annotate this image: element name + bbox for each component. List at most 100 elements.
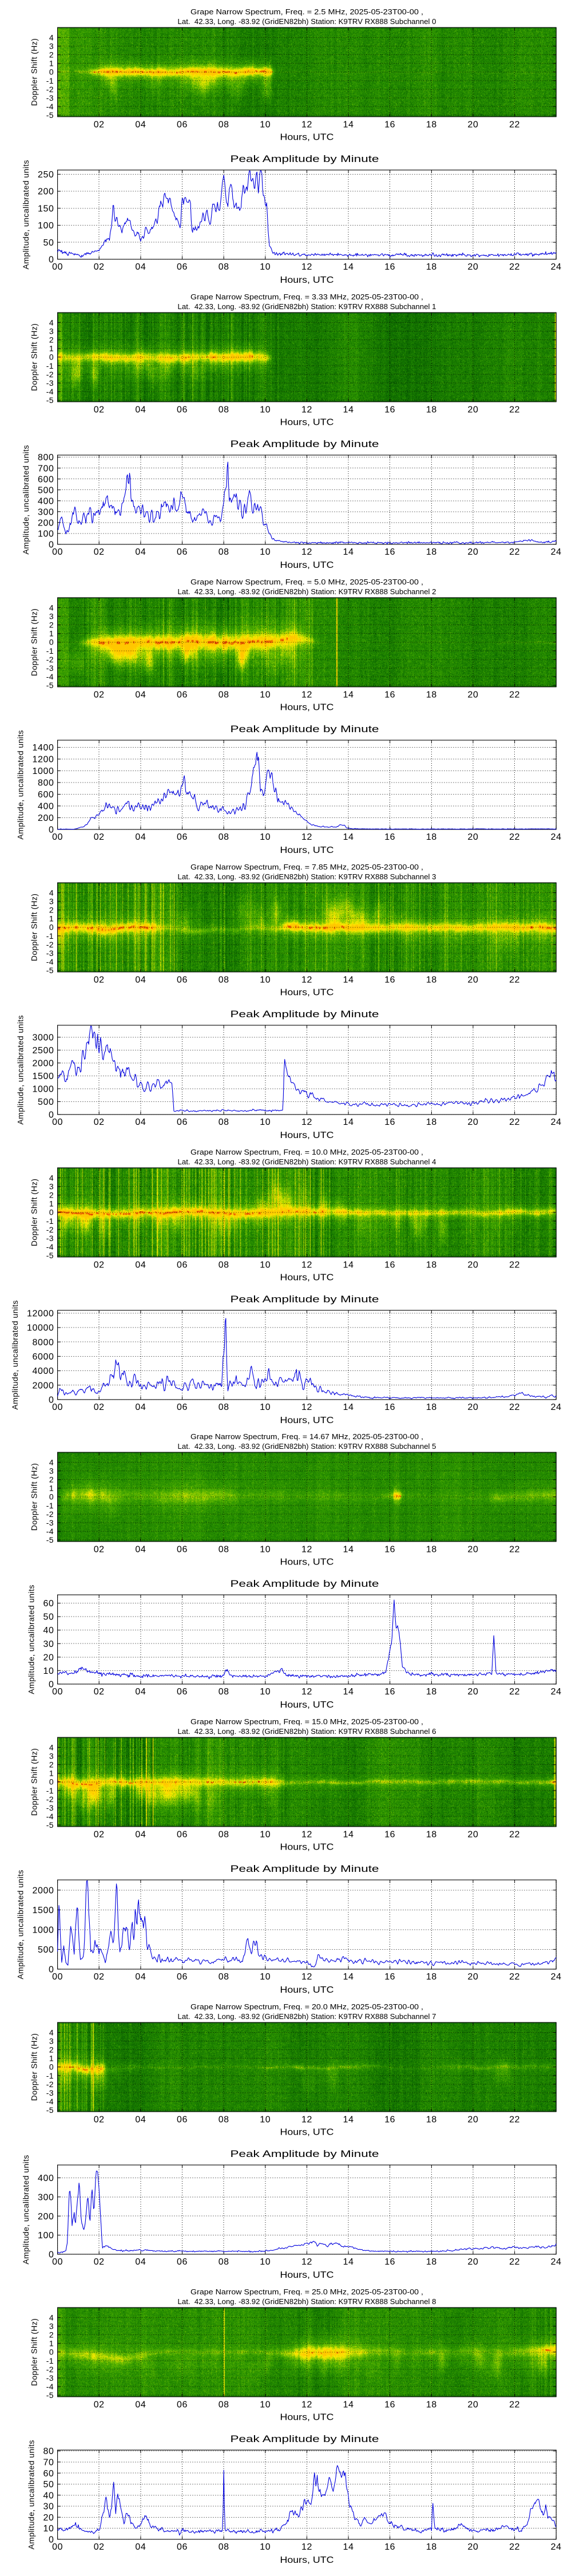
svg-text:4000: 4000 [33, 1366, 54, 1376]
svg-text:1: 1 [49, 2054, 54, 2063]
svg-text:12: 12 [301, 1830, 312, 1840]
svg-text:14: 14 [343, 2115, 354, 2124]
svg-text:6000: 6000 [33, 1352, 54, 1362]
svg-text:Amplitude, uncalibrated units: Amplitude, uncalibrated units [26, 2440, 35, 2549]
svg-text:1500: 1500 [33, 1072, 54, 1081]
svg-text:20: 20 [468, 2115, 479, 2124]
svg-text:-4: -4 [46, 387, 54, 396]
svg-text:0: 0 [49, 2348, 54, 2357]
svg-text:Peak Amplitude by Minute: Peak Amplitude by Minute [231, 1863, 379, 1874]
svg-text:20: 20 [468, 832, 479, 842]
svg-text:-5: -5 [46, 2105, 54, 2115]
svg-text:06: 06 [177, 2115, 188, 2124]
svg-text:08: 08 [219, 832, 229, 842]
svg-text:0: 0 [49, 2250, 54, 2260]
svg-text:1: 1 [49, 2339, 54, 2348]
svg-text:04: 04 [135, 2400, 146, 2409]
svg-text:16: 16 [384, 2257, 395, 2267]
svg-text:40: 40 [43, 2491, 54, 2500]
svg-text:1: 1 [49, 59, 54, 68]
svg-text:-1: -1 [46, 931, 54, 940]
svg-text:16: 16 [384, 547, 395, 557]
svg-text:08: 08 [219, 1687, 229, 1697]
svg-text:-3: -3 [46, 663, 54, 673]
svg-text:Doppler Shift (Hz): Doppler Shift (Hz) [30, 893, 39, 961]
svg-text:20: 20 [468, 1972, 479, 1982]
svg-text:08: 08 [219, 975, 229, 985]
svg-text:14: 14 [343, 2257, 354, 2267]
svg-text:10: 10 [260, 547, 271, 557]
svg-text:3: 3 [49, 1467, 54, 1476]
svg-text:12: 12 [301, 262, 312, 272]
svg-text:-2: -2 [46, 370, 54, 379]
svg-text:24: 24 [551, 2542, 562, 2552]
svg-text:Doppler Shift (Hz): Doppler Shift (Hz) [30, 323, 39, 391]
svg-text:30: 30 [43, 2502, 54, 2512]
svg-text:22: 22 [509, 1545, 520, 1555]
svg-text:-1: -1 [46, 1216, 54, 1225]
svg-text:18: 18 [426, 1260, 437, 1270]
svg-text:3: 3 [49, 1752, 54, 1761]
svg-text:20: 20 [468, 1545, 479, 1555]
svg-text:24: 24 [551, 1687, 562, 1697]
svg-text:0: 0 [49, 540, 54, 550]
svg-text:06: 06 [177, 1687, 188, 1697]
svg-text:20: 20 [43, 1653, 54, 1663]
svg-text:12: 12 [301, 1117, 312, 1127]
svg-text:02: 02 [94, 262, 105, 272]
svg-text:08: 08 [219, 2542, 229, 2552]
svg-text:2: 2 [49, 2330, 54, 2340]
svg-text:14: 14 [343, 1830, 354, 1840]
svg-text:04: 04 [135, 2115, 146, 2124]
svg-text:02: 02 [94, 1402, 105, 1412]
svg-text:22: 22 [509, 2115, 520, 2124]
svg-text:02: 02 [94, 2115, 105, 2124]
svg-text:16: 16 [384, 975, 395, 985]
svg-text:22: 22 [509, 262, 520, 272]
svg-text:Lat. 42.33, Long. -83.92 (Gri: Lat. 42.33, Long. -83.92 (GridEN82bh) St… [178, 17, 436, 26]
svg-text:2: 2 [49, 905, 54, 914]
svg-text:Lat. 42.33, Long. -83.92 (Gri: Lat. 42.33, Long. -83.92 (GridEN82bh) St… [178, 1442, 436, 1451]
svg-text:500: 500 [38, 485, 54, 495]
svg-text:Grape Narrow Spectrum, Freq. =: Grape Narrow Spectrum, Freq. = 10.0 MHz,… [190, 1148, 423, 1156]
svg-text:2: 2 [49, 50, 54, 60]
svg-text:08: 08 [219, 547, 229, 557]
svg-text:-3: -3 [46, 2373, 54, 2383]
svg-text:18: 18 [426, 832, 437, 842]
svg-text:08: 08 [219, 120, 229, 129]
svg-text:10: 10 [260, 2257, 271, 2267]
svg-text:16: 16 [384, 1402, 395, 1412]
svg-text:18: 18 [426, 1117, 437, 1127]
svg-text:Peak Amplitude by Minute: Peak Amplitude by Minute [231, 1009, 379, 1020]
svg-text:06: 06 [177, 1402, 188, 1412]
svg-text:Hours, UTC: Hours, UTC [280, 846, 334, 855]
svg-text:Hours, UTC: Hours, UTC [280, 133, 334, 143]
svg-text:-5: -5 [46, 681, 54, 690]
svg-text:400: 400 [38, 2174, 54, 2183]
svg-text:12: 12 [301, 1545, 312, 1555]
svg-text:-3: -3 [46, 949, 54, 958]
svg-text:12: 12 [301, 405, 312, 414]
svg-text:4: 4 [49, 33, 54, 42]
svg-text:06: 06 [177, 1260, 188, 1270]
svg-text:04: 04 [135, 1402, 146, 1412]
svg-text:Hours, UTC: Hours, UTC [280, 1558, 334, 1567]
svg-text:-1: -1 [46, 76, 54, 85]
svg-text:800: 800 [38, 778, 54, 788]
svg-text:20: 20 [468, 262, 479, 272]
svg-text:-5: -5 [46, 1251, 54, 1260]
svg-text:20: 20 [468, 547, 479, 557]
svg-text:14: 14 [343, 2542, 354, 2552]
svg-text:250: 250 [38, 170, 54, 180]
svg-text:Grape Narrow Spectrum, Freq. =: Grape Narrow Spectrum, Freq. = 25.0 MHz,… [190, 2287, 423, 2296]
svg-text:Grape Narrow Spectrum, Freq. =: Grape Narrow Spectrum, Freq. = 5.0 MHz, … [190, 578, 423, 586]
svg-text:10: 10 [260, 2115, 271, 2124]
svg-text:-2: -2 [46, 1224, 54, 1234]
svg-text:22: 22 [509, 690, 520, 700]
svg-text:08: 08 [219, 1972, 229, 1982]
svg-text:-2: -2 [46, 2080, 54, 2089]
svg-text:2: 2 [49, 1475, 54, 1484]
svg-text:500: 500 [38, 1097, 54, 1107]
svg-text:Grape Narrow Spectrum, Freq. =: Grape Narrow Spectrum, Freq. = 20.0 MHz,… [190, 2002, 423, 2011]
svg-text:70: 70 [43, 2458, 54, 2468]
